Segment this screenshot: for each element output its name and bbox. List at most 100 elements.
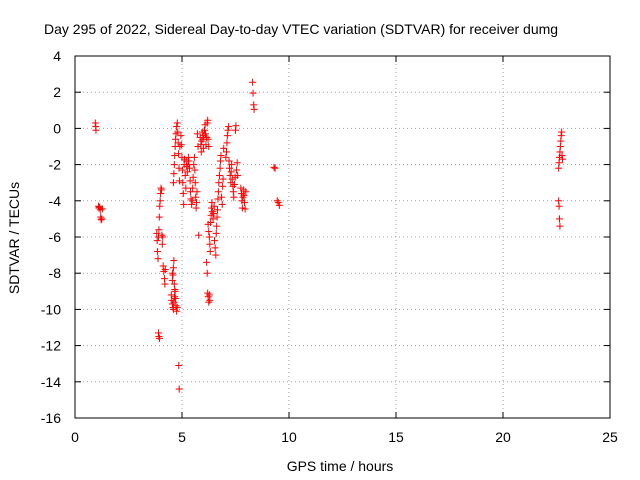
- data-point: [241, 205, 249, 213]
- data-point: [214, 188, 222, 196]
- data-point: [226, 164, 234, 172]
- data-point: [192, 193, 200, 201]
- data-point: [161, 266, 169, 274]
- data-point: [174, 128, 182, 136]
- data-point: [213, 213, 221, 221]
- data-point: [555, 215, 563, 223]
- data-point: [186, 177, 194, 185]
- data-point: [205, 298, 213, 306]
- data-point: [558, 155, 566, 163]
- grid-layer: [75, 56, 610, 418]
- data-point: [230, 193, 238, 201]
- data-point: [223, 132, 231, 140]
- data-point: [171, 152, 179, 160]
- data-point: [225, 123, 233, 131]
- data-point: [240, 199, 248, 207]
- data-point: [185, 157, 193, 165]
- data-point: [271, 164, 279, 172]
- data-point: [177, 132, 185, 140]
- data-point: [159, 262, 167, 270]
- data-point: [190, 161, 198, 169]
- data-point: [169, 264, 177, 272]
- data-point: [158, 240, 166, 248]
- data-point: [168, 300, 176, 308]
- data-point: [154, 255, 162, 263]
- data-point: [187, 195, 195, 203]
- data-point: [169, 179, 177, 187]
- data-point: [227, 168, 235, 176]
- data-point: [189, 184, 197, 192]
- data-point: [189, 173, 197, 181]
- data-point: [198, 137, 206, 145]
- data-point: [203, 133, 211, 141]
- data-point: [232, 122, 240, 130]
- data-point: [249, 89, 257, 97]
- data-point: [206, 240, 214, 248]
- data-point: [204, 116, 212, 124]
- data-point: [203, 258, 211, 266]
- data-point: [234, 171, 242, 179]
- y-tick-label: -14: [41, 374, 61, 390]
- data-point: [212, 251, 220, 259]
- data-point: [558, 128, 566, 136]
- data-point: [556, 222, 564, 230]
- data-point: [187, 188, 195, 196]
- data-point: [172, 302, 180, 310]
- data-point: [156, 334, 164, 342]
- data-point: [224, 126, 232, 134]
- y-tick-label: -2: [49, 157, 62, 173]
- x-tick-label: 0: [71, 429, 79, 445]
- data-point: [175, 385, 183, 393]
- data-point: [225, 157, 233, 165]
- data-point: [197, 148, 205, 156]
- y-tick-label: -4: [49, 193, 62, 209]
- data-point: [185, 164, 193, 172]
- data-point: [169, 305, 177, 313]
- y-tick-label: 4: [53, 48, 61, 64]
- data-point: [155, 213, 163, 221]
- data-point: [227, 179, 235, 187]
- data-point: [171, 293, 179, 301]
- data-point: [155, 226, 163, 234]
- data-point: [270, 163, 278, 171]
- data-point: [218, 200, 226, 208]
- data-point: [193, 130, 201, 138]
- data-point: [175, 150, 183, 158]
- data-point: [214, 206, 222, 214]
- data-point: [226, 171, 234, 179]
- data-point: [211, 244, 219, 252]
- data-point: [218, 193, 226, 201]
- data-point: [228, 161, 236, 169]
- data-point: [160, 267, 168, 275]
- x-tick-label: 25: [602, 429, 618, 445]
- data-point: [181, 155, 189, 163]
- data-point: [181, 171, 189, 179]
- data-point: [219, 182, 227, 190]
- data-point: [168, 269, 176, 277]
- data-point: [171, 287, 179, 295]
- data-point: [170, 257, 178, 265]
- data-point: [205, 228, 213, 236]
- data-point: [158, 231, 166, 239]
- data-point: [172, 130, 180, 138]
- data-point: [193, 199, 201, 207]
- data-point: [223, 139, 231, 147]
- data-point: [210, 209, 218, 217]
- data-point: [273, 197, 281, 205]
- data-points: [91, 78, 566, 393]
- data-point: [98, 215, 106, 223]
- data-point: [233, 166, 241, 174]
- data-point: [157, 186, 165, 194]
- data-point: [191, 166, 199, 174]
- data-point: [202, 130, 210, 138]
- data-point: [223, 148, 231, 156]
- data-point: [250, 105, 258, 113]
- data-point: [209, 215, 217, 223]
- tick-labels: 0 5 10 15 20 25 -16 -14 -12 -10 -8 -6 -4 -2 0 2 4: [41, 48, 618, 445]
- y-tick-label: 2: [53, 84, 61, 100]
- data-point: [170, 161, 178, 169]
- data-point: [153, 229, 161, 237]
- data-point: [239, 193, 247, 201]
